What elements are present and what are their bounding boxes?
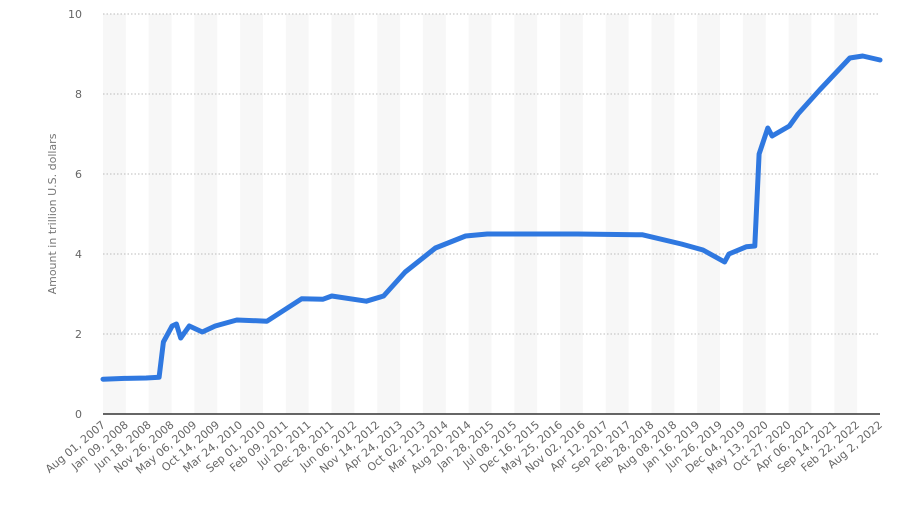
grid-band: [240, 14, 263, 414]
y-tick-label: 4: [75, 248, 82, 261]
grid-band: [331, 14, 355, 414]
y-tick-label: 0: [75, 408, 82, 421]
y-tick-label: 10: [68, 8, 82, 21]
y-tick-label: 8: [75, 88, 82, 101]
y-tick-label: 2: [75, 328, 82, 341]
grid-band: [194, 14, 218, 414]
grid-band: [697, 14, 721, 414]
y-tick-label: 6: [75, 168, 82, 181]
grid-band: [651, 14, 675, 414]
grid-band: [605, 14, 629, 414]
grid-band: [514, 14, 538, 414]
y-axis-label: Amount in trillion U.S. dollars: [46, 133, 59, 294]
grid-band: [103, 14, 126, 414]
grid-band: [148, 14, 172, 414]
grid-band: [788, 14, 812, 414]
series-line: [100, 53, 883, 382]
grid-band: [422, 14, 446, 414]
grid-band: [377, 14, 401, 414]
grid-band: [560, 14, 583, 414]
grid-band: [285, 14, 309, 414]
grid-band: [468, 14, 492, 414]
grid-band: [834, 14, 858, 414]
